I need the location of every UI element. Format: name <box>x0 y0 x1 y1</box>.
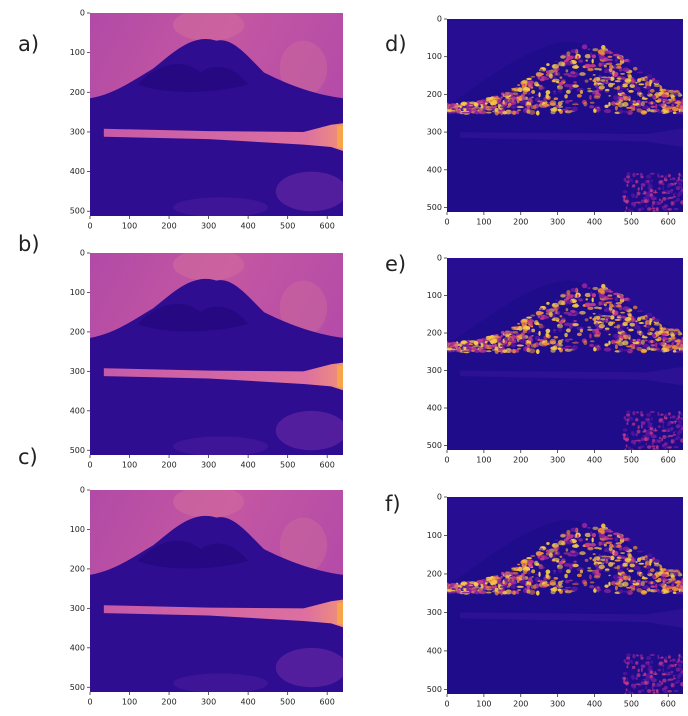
x-tick-label: 400 <box>587 700 602 709</box>
y-tick-label: 0 <box>437 493 442 502</box>
y-tick-label: 100 <box>70 525 85 534</box>
y-tick-label: 500 <box>427 203 442 212</box>
x-tick-label: 400 <box>240 698 255 707</box>
x-tick-label: 200 <box>161 698 176 707</box>
panel: e) 0 100 200 300 400 500 600 0 100 200 300 400 500 <box>385 252 683 465</box>
y-tick-label: 400 <box>427 646 442 655</box>
x-tick-label: 500 <box>280 461 295 470</box>
x-tick-label: 300 <box>550 218 565 227</box>
y-tick-label: 500 <box>70 683 85 692</box>
x-tick-label: 600 <box>661 456 676 465</box>
x-tick-label: 0 <box>87 461 92 470</box>
x-tick-label: 600 <box>661 700 676 709</box>
x-tick-label: 100 <box>122 222 137 231</box>
x-tick-label: 300 <box>550 700 565 709</box>
x-tick-label: 400 <box>240 461 255 470</box>
y-tick-label: 200 <box>70 88 85 97</box>
x-tick-label: 500 <box>624 456 639 465</box>
y-tick-label: 400 <box>427 165 442 174</box>
y-tick-label: 0 <box>80 249 85 258</box>
x-tick-label: 600 <box>320 698 335 707</box>
x-tick-label: 100 <box>476 218 491 227</box>
y-tick-label: 500 <box>427 441 442 450</box>
panel-label: e) <box>385 252 406 276</box>
panel: c) 0 100 200 300 400 500 600 0 100 200 300 400 500 <box>18 445 343 707</box>
panel-label: f) <box>385 492 401 516</box>
panel-label: a) <box>18 32 39 56</box>
y-tick-label: 400 <box>70 406 85 415</box>
panels: a) 0 100 200 300 400 500 600 0 100 200 300 400 500 b) 0… <box>18 9 683 709</box>
x-tick-label: 400 <box>587 456 602 465</box>
x-tick-label: 300 <box>201 461 216 470</box>
x-tick-label: 500 <box>624 700 639 709</box>
y-tick-label: 400 <box>70 167 85 176</box>
panel: d) 0 100 200 300 400 500 600 0 100 200 300 400 500 <box>385 15 683 227</box>
image <box>90 490 343 692</box>
y-tick-label: 0 <box>80 9 85 18</box>
x-tick-label: 200 <box>161 222 176 231</box>
panel: a) 0 100 200 300 400 500 600 0 100 200 300 400 500 <box>18 9 343 231</box>
y-tick-label: 200 <box>427 569 442 578</box>
x-tick-label: 500 <box>280 698 295 707</box>
image <box>447 497 683 694</box>
x-tick-label: 200 <box>513 456 528 465</box>
y-tick-label: 100 <box>70 48 85 57</box>
x-tick-label: 200 <box>161 461 176 470</box>
x-tick-label: 0 <box>87 222 92 231</box>
x-tick-label: 100 <box>476 700 491 709</box>
image <box>447 19 683 212</box>
y-tick-label: 500 <box>70 446 85 455</box>
y-tick-label: 200 <box>427 90 442 99</box>
image <box>447 258 683 450</box>
x-tick-label: 300 <box>201 698 216 707</box>
panel-label: d) <box>385 32 407 56</box>
y-tick-label: 300 <box>70 367 85 376</box>
y-tick-label: 0 <box>437 15 442 24</box>
x-tick-label: 100 <box>122 461 137 470</box>
x-tick-label: 500 <box>280 222 295 231</box>
y-tick-label: 300 <box>427 608 442 617</box>
y-tick-label: 200 <box>70 564 85 573</box>
x-tick-label: 600 <box>661 218 676 227</box>
y-tick-label: 500 <box>70 207 85 216</box>
panel: f) 0 100 200 300 400 500 600 0 100 200 300 400 500 <box>385 492 683 709</box>
panel: b) 0 100 200 300 400 500 600 0 100 200 300 400 500 <box>18 232 343 470</box>
image <box>90 13 343 216</box>
x-tick-label: 600 <box>320 461 335 470</box>
x-tick-label: 200 <box>513 700 528 709</box>
x-tick-label: 500 <box>624 218 639 227</box>
x-tick-label: 0 <box>87 698 92 707</box>
y-tick-label: 0 <box>437 254 442 263</box>
x-tick-label: 100 <box>122 698 137 707</box>
y-tick-label: 100 <box>427 291 442 300</box>
y-tick-label: 100 <box>70 288 85 297</box>
y-tick-label: 300 <box>427 366 442 375</box>
x-tick-label: 200 <box>513 218 528 227</box>
panel-label: b) <box>18 232 40 256</box>
x-tick-label: 0 <box>444 456 449 465</box>
y-tick-label: 400 <box>427 404 442 413</box>
y-tick-label: 400 <box>70 643 85 652</box>
x-tick-label: 0 <box>444 218 449 227</box>
y-tick-label: 100 <box>427 52 442 61</box>
image <box>90 253 343 455</box>
y-tick-label: 300 <box>427 128 442 137</box>
y-tick-label: 100 <box>427 531 442 540</box>
x-tick-label: 300 <box>550 456 565 465</box>
panel-label: c) <box>18 445 38 469</box>
x-tick-label: 600 <box>320 222 335 231</box>
x-tick-label: 400 <box>587 218 602 227</box>
y-tick-label: 200 <box>427 329 442 338</box>
x-tick-label: 300 <box>201 222 216 231</box>
y-tick-label: 500 <box>427 685 442 694</box>
x-tick-label: 400 <box>240 222 255 231</box>
y-tick-label: 300 <box>70 127 85 136</box>
x-tick-label: 100 <box>476 456 491 465</box>
y-tick-label: 0 <box>80 486 85 495</box>
x-tick-label: 0 <box>444 700 449 709</box>
y-tick-label: 300 <box>70 604 85 613</box>
y-tick-label: 200 <box>70 327 85 336</box>
